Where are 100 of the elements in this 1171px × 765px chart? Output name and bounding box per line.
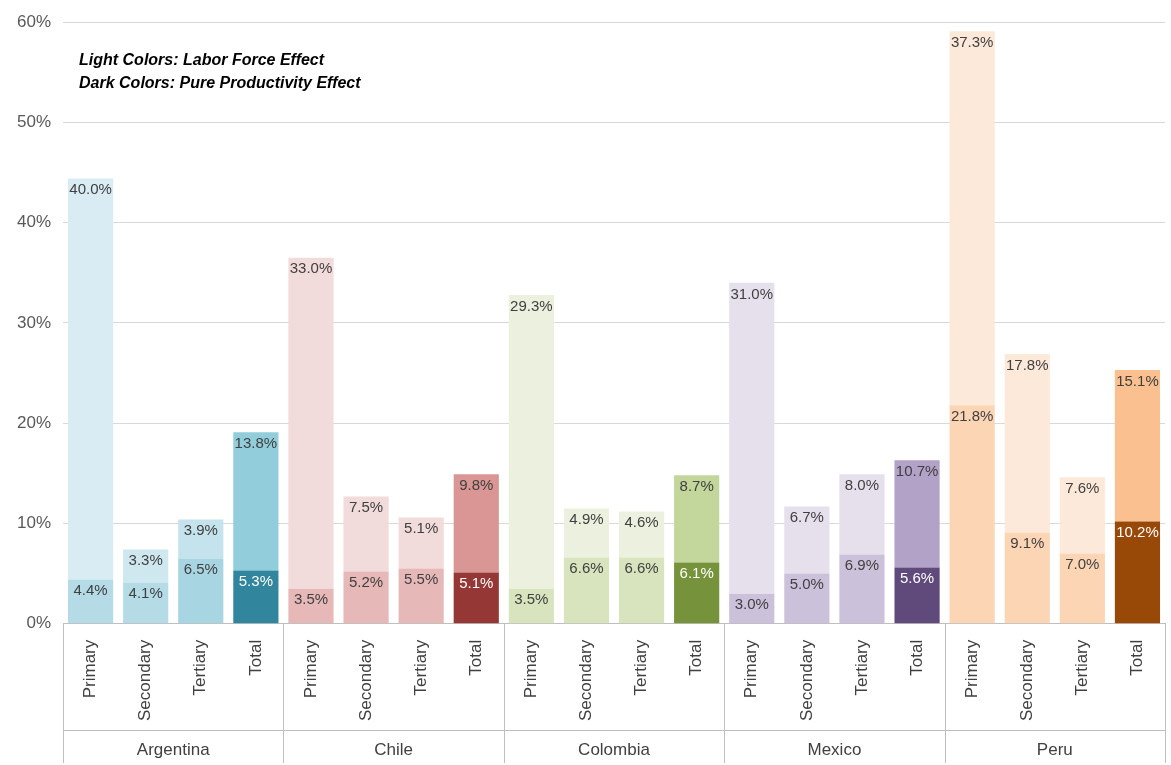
data-label: 15.1%	[1116, 371, 1159, 389]
data-label: 9.8%	[459, 475, 494, 493]
x-tick-label: Total	[906, 639, 926, 676]
bar	[508, 294, 554, 589]
data-label: 29.3%	[510, 296, 553, 314]
data-label: 4.4%	[73, 581, 108, 599]
bar	[1004, 532, 1050, 624]
y-tick-label: 20%	[16, 412, 52, 432]
data-label: 5.0%	[789, 575, 824, 593]
data-label: 8.0%	[844, 475, 880, 493]
x-tick-label: Primary	[80, 639, 100, 699]
bar	[949, 405, 995, 624]
bar	[1059, 477, 1105, 554]
bar	[563, 508, 610, 558]
data-label: 37.3%	[950, 32, 994, 50]
y-tick-label: 40%	[16, 212, 52, 232]
y-tick-label: 30%	[16, 312, 52, 332]
bar	[618, 511, 665, 558]
data-label: 4.6%	[624, 513, 659, 531]
x-tick-label: Tertiary	[190, 639, 210, 696]
data-label: 3.0%	[734, 595, 769, 613]
x-tick-label: Tertiary	[410, 639, 430, 696]
bar	[949, 31, 995, 406]
data-label: 5.2%	[348, 573, 384, 591]
x-tick-label: Secondary	[355, 639, 375, 722]
data-label: 7.6%	[1065, 479, 1100, 496]
bar	[1114, 521, 1161, 624]
data-label: 10.2%	[1116, 523, 1159, 541]
data-label: 6.9%	[844, 556, 880, 574]
data-label: 6.1%	[679, 564, 714, 582]
data-label: 3.5%	[514, 590, 549, 608]
y-tick-label: 0%	[26, 613, 52, 633]
bar	[674, 562, 720, 624]
data-label: 40.0%	[69, 180, 112, 198]
data-label: 13.8%	[234, 433, 278, 451]
y-tick-label: 60%	[16, 11, 52, 31]
bar	[894, 460, 940, 568]
data-label: 10.7%	[895, 461, 939, 479]
text: Mexico	[807, 739, 862, 759]
bar	[894, 567, 940, 624]
x-tick-label: Tertiary	[631, 639, 651, 696]
x-tick-label: Secondary	[796, 639, 816, 722]
x-tick-label: Primary	[961, 639, 981, 699]
text: Colombia	[578, 739, 651, 759]
data-label: 5.5%	[404, 570, 439, 588]
bar	[288, 257, 334, 589]
data-label: 5.3%	[238, 572, 273, 590]
data-label: 6.5%	[183, 560, 218, 578]
x-tick-label: Primary	[300, 639, 320, 699]
data-label: 31.0%	[730, 284, 774, 302]
bar	[453, 474, 499, 573]
x-tick-label: Secondary	[576, 639, 596, 722]
x-tick-label: Total	[686, 639, 706, 676]
text: Argentina	[136, 739, 211, 759]
bar	[343, 496, 389, 572]
bar	[233, 570, 279, 624]
bar	[1114, 370, 1161, 522]
bar	[784, 506, 830, 574]
y-tick-label: 10%	[16, 513, 52, 533]
bar	[563, 557, 610, 624]
bar	[343, 571, 389, 624]
text: Chile	[374, 739, 413, 759]
data-label: 3.5%	[293, 590, 329, 608]
data-label: 9.1%	[1010, 534, 1045, 552]
bar	[67, 178, 114, 580]
x-tick-label: Total	[245, 639, 265, 676]
bar	[1004, 354, 1050, 533]
data-label: 21.8%	[950, 406, 994, 424]
x-tick-label: Tertiary	[851, 639, 871, 696]
y-tick-label: 50%	[16, 112, 52, 132]
x-tick-label: Primary	[521, 639, 541, 699]
data-label: 5.6%	[899, 569, 935, 587]
data-label: 5.1%	[404, 519, 439, 537]
bar	[729, 282, 775, 594]
data-label: 6.6%	[569, 559, 604, 577]
data-label: 7.0%	[1065, 555, 1100, 573]
x-tick-label: Secondary	[135, 639, 155, 722]
x-tick-label: Total	[1127, 639, 1147, 676]
data-label: 6.7%	[789, 508, 824, 526]
text: Light Colors: Labor Force Effect	[79, 50, 325, 68]
data-label: 6.6%	[624, 559, 659, 577]
x-tick-label: Primary	[741, 639, 761, 699]
data-label: 3.9%	[183, 521, 218, 539]
x-tick-label: Secondary	[1016, 639, 1036, 722]
bar	[178, 519, 224, 559]
data-label: 7.5%	[348, 498, 384, 516]
bar	[1059, 553, 1105, 624]
x-tick-label: Total	[465, 639, 485, 676]
data-label: 4.9%	[569, 510, 604, 528]
text: Peru	[1036, 739, 1073, 759]
bar	[233, 432, 279, 571]
data-label: 4.1%	[128, 584, 163, 602]
x-tick-label: Tertiary	[1072, 639, 1092, 696]
data-label: 5.1%	[459, 574, 494, 592]
bar	[453, 572, 499, 624]
bar	[784, 573, 830, 624]
bar	[839, 474, 885, 555]
data-label: 33.0%	[289, 259, 333, 277]
bar	[398, 568, 444, 624]
bar	[618, 557, 665, 624]
